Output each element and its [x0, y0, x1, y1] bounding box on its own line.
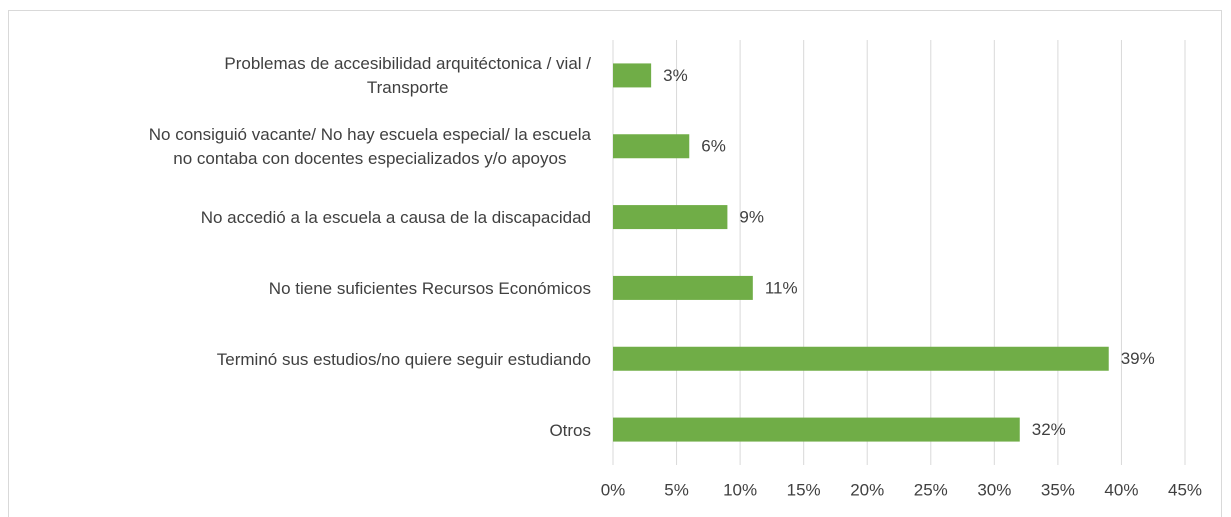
x-tick-label: 15% [787, 480, 821, 499]
category-label-line: No tiene suficientes Recursos Económicos [268, 278, 591, 298]
category-label: Problemas de accesibilidad arquitéctonic… [224, 52, 591, 100]
x-tick-label: 45% [1168, 480, 1202, 499]
data-label: 6% [701, 137, 726, 156]
data-label: 32% [1032, 420, 1066, 439]
category-label-line: Transporte [366, 78, 449, 98]
category-label-line: No accedió a la escuela a causa de la di… [200, 208, 591, 228]
category-label: Otros [549, 419, 591, 443]
x-tick-label: 10% [723, 480, 757, 499]
category-label-line: Otros [549, 420, 591, 440]
data-label: 9% [739, 208, 764, 227]
category-label: No tiene suficientes Recursos Económicos [269, 277, 591, 301]
data-label: 11% [765, 278, 798, 297]
x-tick-label: 0% [601, 480, 626, 499]
category-label-line: Problemas de accesibilidad arquitéctonic… [224, 54, 591, 74]
category-label: No consiguió vacante/ No hay escuela esp… [149, 123, 591, 171]
x-tick-label: 20% [850, 480, 884, 499]
bar [613, 63, 652, 88]
category-label-line: Terminó sus estudios/no quiere seguir es… [216, 349, 591, 369]
x-tick-label: 5% [664, 480, 689, 499]
chart-frame [8, 10, 1222, 517]
x-tick-label: 35% [1041, 480, 1075, 499]
x-tick-label: 30% [977, 480, 1011, 499]
category-label-line: no contaba con docentes especializados y… [173, 149, 567, 169]
data-label: 3% [663, 66, 688, 85]
bar [613, 346, 1109, 371]
x-tick-label: 40% [1104, 480, 1138, 499]
data-label: 39% [1121, 349, 1155, 368]
bar [613, 417, 1020, 442]
category-label-line: No consiguió vacante/ No hay escuela esp… [148, 125, 591, 145]
bar [613, 275, 753, 300]
bar [613, 205, 728, 230]
category-label: No accedió a la escuela a causa de la di… [201, 206, 591, 230]
bar [613, 134, 690, 159]
x-tick-label: 25% [914, 480, 948, 499]
category-label: Terminó sus estudios/no quiere seguir es… [217, 348, 591, 372]
